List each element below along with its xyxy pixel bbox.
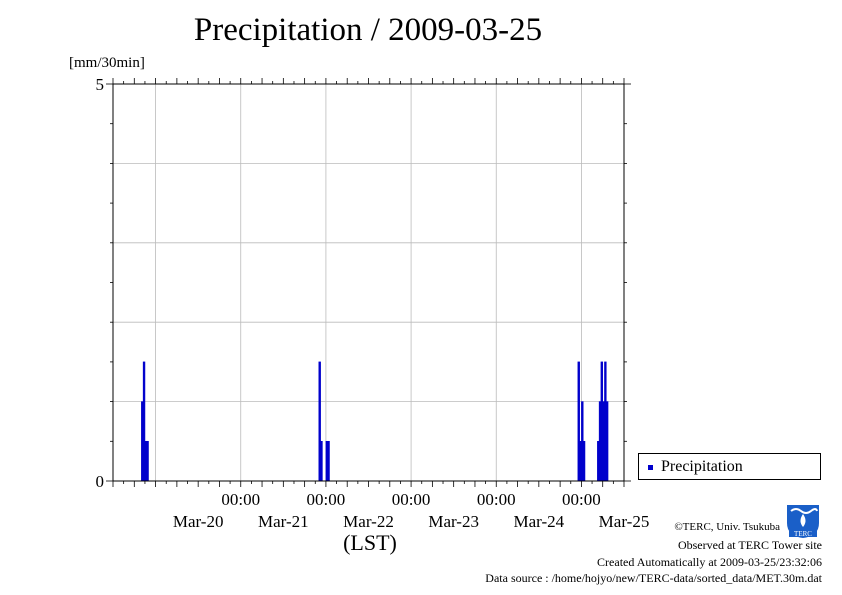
data-source-text: Data source : /home/hojyo/new/TERC-data/…	[485, 571, 822, 585]
precipitation-bar	[605, 401, 609, 482]
created-text: Created Automatically at 2009-03-25/23:3…	[597, 555, 822, 569]
x-time-label: 00:00	[392, 490, 431, 509]
x-date-label: Mar-25	[599, 512, 650, 531]
terc-logo-icon: TERC	[787, 505, 819, 538]
x-date-label: Mar-21	[258, 512, 309, 531]
x-date-label: Mar-22	[343, 512, 394, 531]
plot-frame	[112, 83, 625, 482]
chart-title: Precipitation / 2009-03-25	[193, 12, 543, 48]
x-axis-label: (LST)	[343, 530, 397, 555]
y-tick-label: 0	[96, 472, 105, 491]
grid-lines	[113, 84, 624, 481]
legend-label: Precipitation	[661, 458, 743, 475]
x-time-label: 00:00	[477, 490, 516, 509]
bar-series	[141, 361, 609, 482]
x-time-label: 00:00	[562, 490, 601, 509]
tick-labels: 5 0 00:00 00:00 00:00 00:00 00:00 Mar-20 Mar-21 M…	[96, 75, 650, 531]
precipitation-bar	[327, 440, 330, 482]
legend-swatch	[648, 465, 653, 470]
copyright-text: ©TERC, Univ. Tsukuba	[674, 521, 780, 533]
x-date-label: Mar-20	[173, 512, 224, 531]
observed-text: Observed at TERC Tower site	[677, 538, 822, 552]
legend: Precipitation	[638, 453, 821, 480]
x-time-label: 00:00	[307, 490, 346, 509]
logo-text: TERC	[794, 530, 812, 538]
precipitation-bar	[582, 440, 586, 482]
x-date-label: Mar-24	[514, 512, 565, 531]
axis-ticks	[106, 78, 631, 487]
y-axis-label: [mm/30min]	[69, 55, 145, 71]
precipitation-bar	[146, 440, 149, 482]
y-tick-label: 5	[96, 75, 105, 94]
x-date-label: Mar-23	[428, 512, 479, 531]
x-time-label: 00:00	[221, 490, 260, 509]
precipitation-bar	[320, 440, 323, 482]
